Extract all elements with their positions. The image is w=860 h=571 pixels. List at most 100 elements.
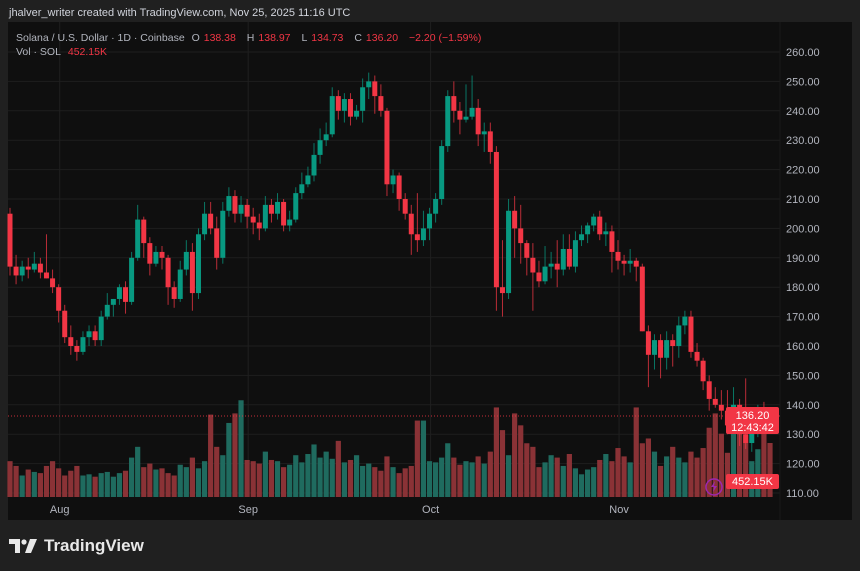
candle-body — [208, 213, 214, 229]
volume-bar — [153, 469, 159, 497]
volume-label: Vol · SOL — [16, 46, 61, 58]
chart-legend: Solana / U.S. Dollar · 1D · Coinbase O 13… — [16, 31, 485, 59]
candle-body — [439, 146, 445, 199]
candle-body — [481, 131, 487, 135]
volume-bar — [226, 422, 232, 497]
volume-bar — [92, 476, 98, 497]
volume-bar — [755, 449, 761, 497]
volume-bar — [615, 448, 621, 497]
volume-bar — [372, 467, 378, 497]
candle-body — [50, 278, 56, 288]
candle-body — [329, 96, 335, 135]
volume-bar — [287, 464, 293, 497]
volume-bar — [645, 438, 651, 497]
candle-body — [62, 310, 68, 338]
candle-body — [232, 196, 238, 214]
candle-body — [645, 331, 651, 355]
y-tick-label: 220.00 — [786, 165, 820, 177]
volume-bar — [433, 462, 439, 497]
volume-bar — [201, 461, 208, 497]
volume-bar — [341, 462, 347, 497]
candle-body — [43, 272, 49, 279]
candle-body — [560, 248, 566, 270]
candle-body — [700, 360, 706, 382]
candle-body — [177, 269, 183, 299]
volume-bar — [730, 405, 737, 497]
volume-bar — [554, 457, 560, 497]
volume-bar — [214, 446, 220, 497]
y-tick-label: 150.00 — [786, 370, 820, 382]
volume-bar — [463, 461, 469, 497]
volume-bar — [329, 458, 335, 497]
volume-bar — [19, 475, 25, 497]
candle-body — [98, 316, 104, 341]
open-label: O — [191, 32, 200, 44]
y-tick-label: 200.00 — [786, 223, 820, 235]
volume-bar — [609, 461, 615, 497]
last-price-value: 136.20 — [736, 410, 770, 422]
chart-credit: jhalver_writer created with TradingView.… — [9, 7, 351, 19]
candle-body — [80, 337, 86, 352]
candle-body — [317, 140, 323, 155]
volume-bar — [603, 454, 609, 497]
volume-bar — [518, 425, 524, 497]
candle-body — [518, 228, 524, 244]
high-label: H — [246, 32, 255, 44]
candle-body — [712, 398, 718, 405]
candle-body — [414, 234, 420, 241]
volume-bar — [439, 457, 445, 497]
candle-body — [530, 257, 536, 273]
candle-body — [123, 287, 129, 302]
candle-body — [171, 287, 177, 299]
candle-body — [572, 240, 578, 267]
candle-body — [372, 81, 378, 97]
candle-body — [512, 210, 518, 229]
volume-bar — [220, 455, 226, 497]
change-value: −2.20 (−1.59%) — [408, 32, 482, 44]
volume-bar — [761, 422, 767, 497]
symbol-name[interactable]: Solana / U.S. Dollar · 1D · Coinbase — [16, 32, 185, 44]
volume-bar — [43, 465, 50, 497]
candle-body — [451, 96, 457, 111]
volume-bar — [706, 427, 712, 497]
volume-bar — [384, 456, 390, 497]
volume-bar — [743, 434, 749, 497]
candle-body — [68, 337, 74, 346]
volume-bar — [712, 413, 718, 497]
candle-body — [366, 81, 372, 88]
volume-bar — [49, 461, 56, 497]
volume-bar — [208, 414, 214, 497]
y-tick-label: 130.00 — [786, 429, 820, 441]
volume-bar — [323, 451, 329, 497]
volume-bar — [390, 467, 396, 497]
candle-body — [92, 331, 98, 341]
lightning-alert-icon[interactable] — [705, 478, 723, 496]
volume-bar — [481, 463, 487, 497]
y-tick-label: 260.00 — [786, 47, 820, 59]
volume-bar — [694, 457, 700, 497]
volume-bar — [676, 457, 682, 497]
volume-bar — [171, 475, 177, 497]
volume-bar — [353, 455, 360, 497]
candle-body — [341, 99, 347, 111]
volume-bar — [311, 444, 317, 497]
volume-bar — [597, 459, 603, 497]
candle-body — [493, 151, 499, 288]
candle-body — [202, 213, 208, 235]
volume-bar — [420, 420, 427, 497]
last-price-label — [726, 406, 779, 434]
candle-body — [86, 331, 92, 338]
y-tick-label: 180.00 — [786, 282, 820, 294]
candle-body — [694, 351, 700, 361]
volume-bar — [688, 451, 694, 497]
volume-bar — [718, 433, 724, 497]
volume-bar — [159, 468, 165, 497]
candle-body — [457, 110, 463, 120]
volume-bar — [530, 446, 536, 497]
candle-body — [633, 260, 639, 267]
y-tick-label: 110.00 — [786, 488, 819, 500]
candle-body — [299, 184, 305, 194]
volume-bar — [250, 461, 256, 497]
volume-label-value: 452.15K — [732, 476, 774, 488]
